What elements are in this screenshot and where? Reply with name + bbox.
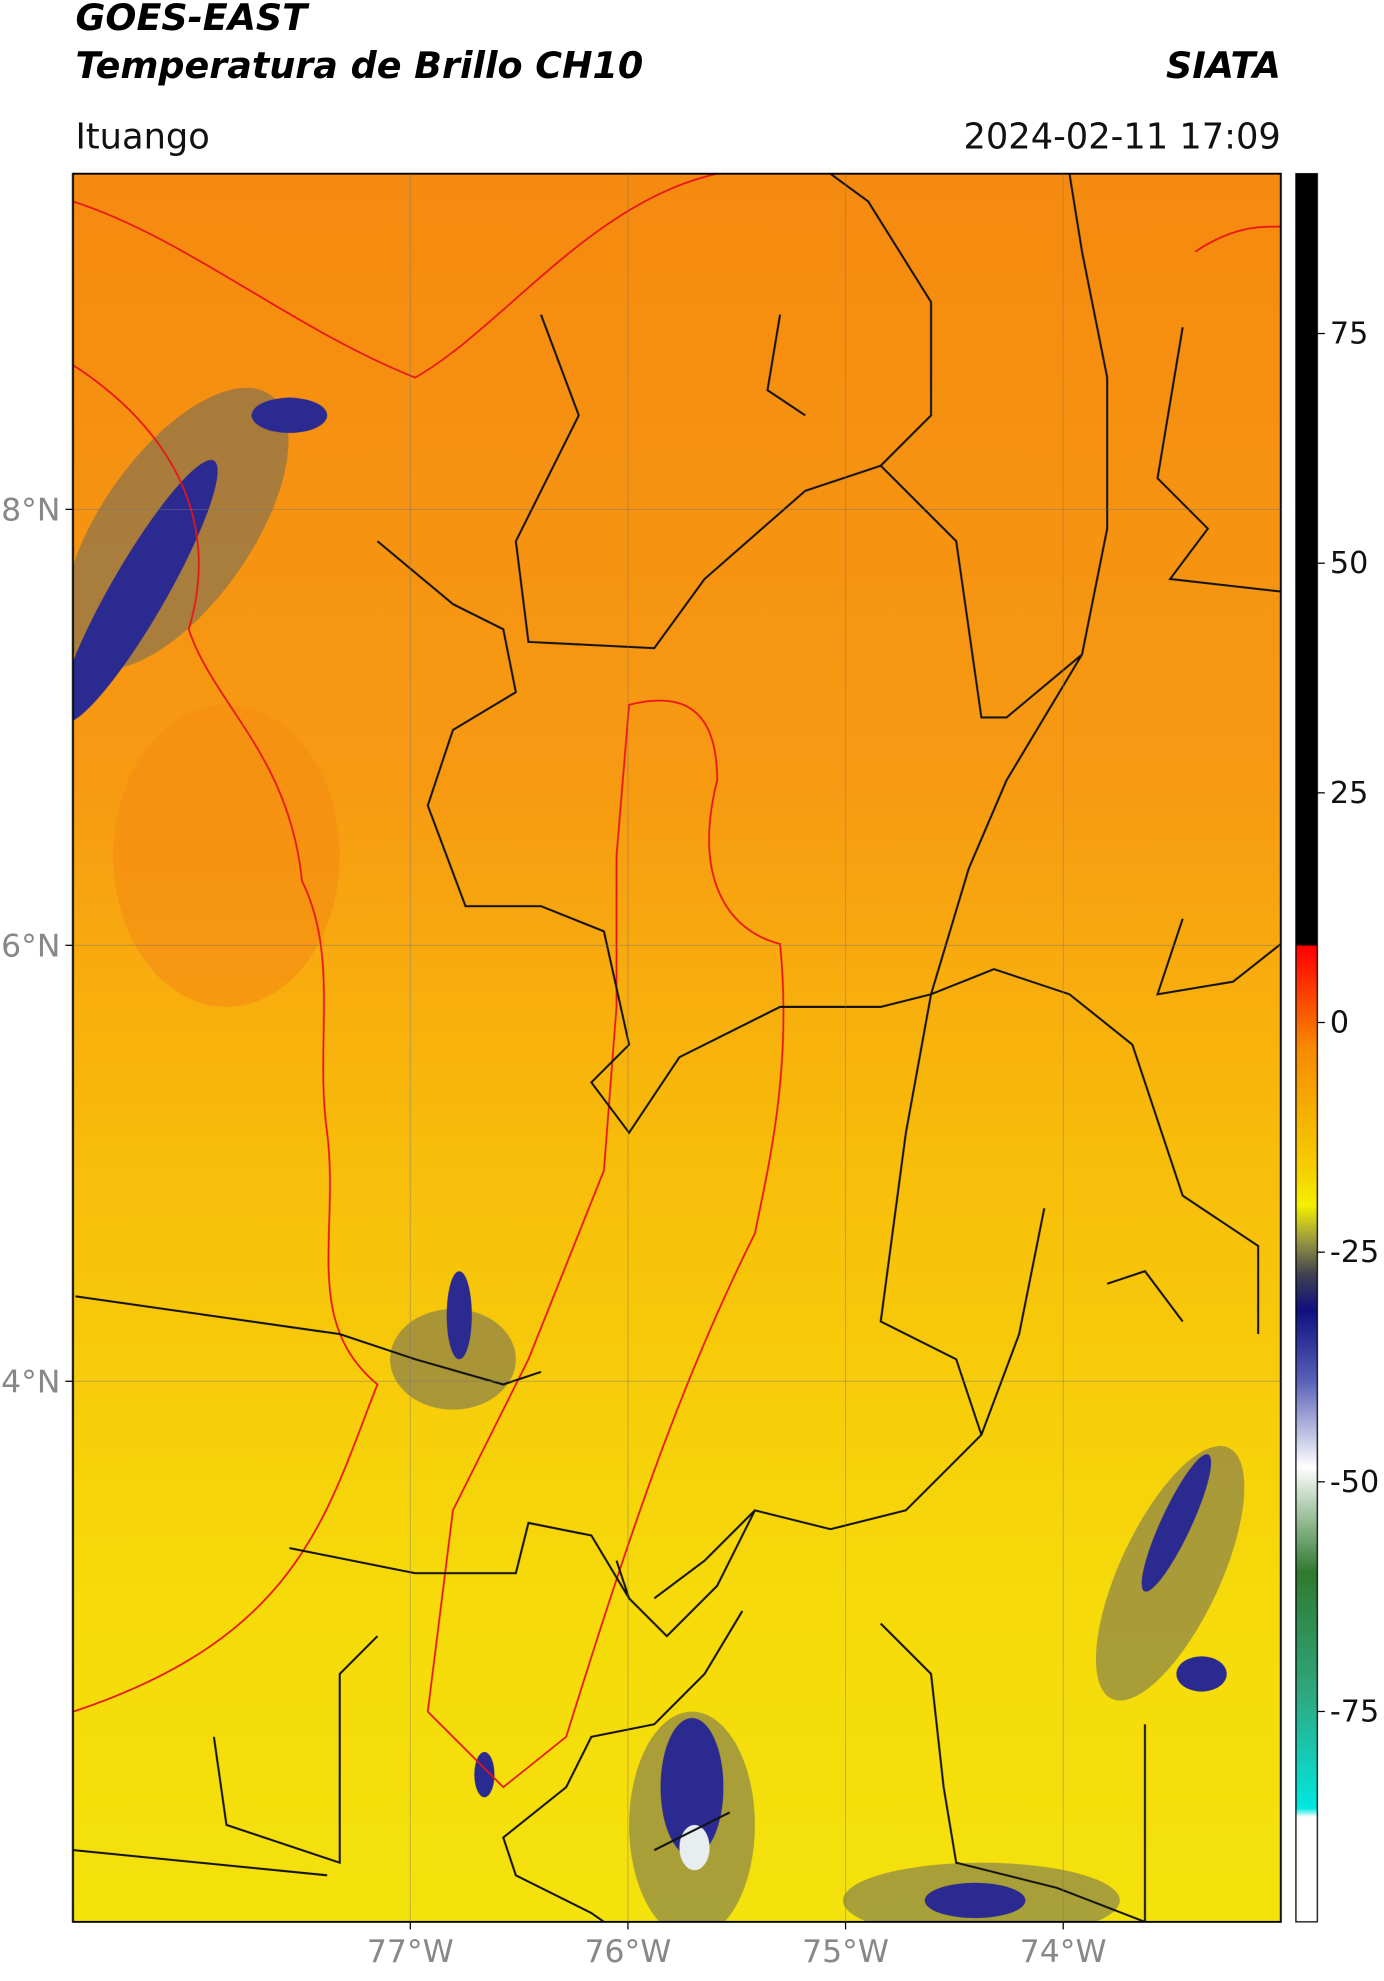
- title: GOES-EAST: [75, 0, 310, 39]
- datetime: 2024-02-11 17:09: [964, 117, 1281, 158]
- colorbar-tick-label: 25: [1330, 776, 1368, 811]
- location: Ituango: [75, 117, 209, 158]
- subtitle: Temperatura de Brillo CH10: [75, 44, 643, 87]
- x-tick-label: 76°W: [585, 1934, 672, 1970]
- source: SIATA: [1166, 44, 1281, 87]
- x-tick-label: 74°W: [1020, 1934, 1107, 1970]
- colorbar-tick-label: -50: [1330, 1465, 1379, 1500]
- x-tick-label: 75°W: [802, 1934, 889, 1970]
- y-tick-label: 4°N: [1, 1365, 60, 1401]
- y-tick-label: 6°N: [1, 929, 60, 965]
- map-frame: [72, 172, 1282, 1923]
- colorbar-tick-label: -25: [1330, 1235, 1379, 1270]
- colorbar-tick-label: 50: [1330, 546, 1368, 581]
- colorbar-tick-label: 75: [1330, 317, 1368, 352]
- colorbar: [1295, 173, 1318, 1923]
- y-tick-label: 8°N: [1, 493, 60, 529]
- colorbar-tick-label: -75: [1330, 1695, 1379, 1730]
- map-image: [72, 173, 1281, 1922]
- colorbar-tick-label: 0: [1330, 1006, 1349, 1041]
- x-tick-label: 77°W: [367, 1934, 454, 1970]
